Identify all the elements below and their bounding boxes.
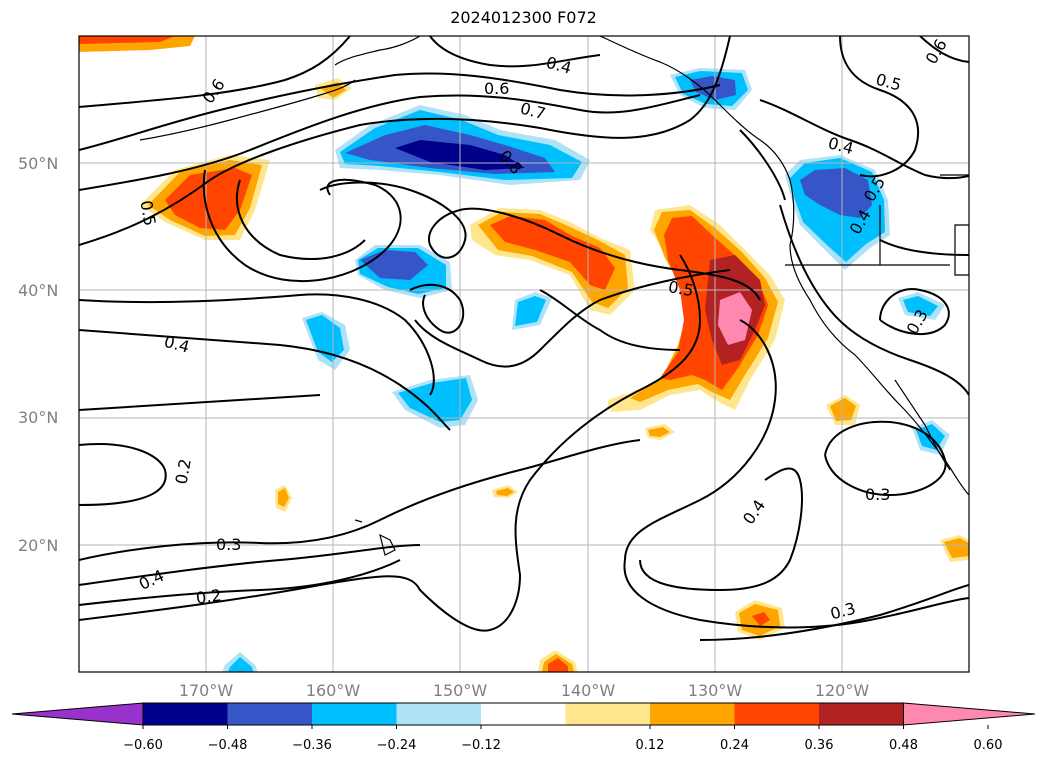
contour-label: 0.3 bbox=[828, 599, 858, 624]
colorbar-frame bbox=[142, 702, 904, 726]
contour-label: 0.5 bbox=[136, 199, 159, 227]
colorbar-tick-label: 0.48 bbox=[889, 738, 918, 753]
colorbar-segment bbox=[650, 703, 735, 725]
lat-label-30: 30°N bbox=[18, 408, 59, 427]
lon-label-130w: 130°W bbox=[687, 681, 743, 700]
contour-label: 0.4 bbox=[544, 53, 574, 78]
colorbar-tick-label: −0.60 bbox=[123, 738, 163, 753]
lon-label-170w: 170°W bbox=[178, 681, 234, 700]
contour-label: 0.4 bbox=[162, 332, 192, 357]
contour-label: 0.5 bbox=[874, 70, 904, 95]
colorbar-tick-label: 0.36 bbox=[804, 738, 834, 753]
contour-label: 0.4 bbox=[826, 133, 856, 158]
colorbar-segment bbox=[819, 703, 904, 725]
contour-label: 0.2 bbox=[195, 586, 223, 608]
contour-label: 0.3 bbox=[865, 485, 890, 504]
lat-label-40: 40°N bbox=[18, 281, 59, 300]
colorbar-segment bbox=[143, 703, 228, 725]
colorbar-segment bbox=[481, 703, 566, 725]
colorbar-extend-low bbox=[11, 702, 144, 726]
colorbar bbox=[11, 702, 1036, 729]
map-frame bbox=[78, 35, 970, 673]
lon-label-140w: 140°W bbox=[560, 681, 616, 700]
contour-label: 0.6 bbox=[484, 79, 509, 98]
lon-label-150w: 150°W bbox=[432, 681, 488, 700]
colorbar-segment bbox=[734, 703, 820, 725]
contour-label: 0.3 bbox=[216, 535, 241, 554]
map-title: 2024012300 F072 bbox=[450, 8, 597, 27]
contour-label: 0.4 bbox=[739, 496, 769, 528]
shaded-regions bbox=[79, 36, 969, 672]
contour-label: 0.2 bbox=[172, 457, 195, 485]
colorbar-segment bbox=[227, 703, 313, 725]
colorbar-segment bbox=[312, 703, 397, 725]
colorbar-tick-label: −0.24 bbox=[376, 738, 417, 753]
contour-lines bbox=[79, 36, 969, 641]
lon-label-160w: 160°W bbox=[305, 681, 361, 700]
contour-label: 0.6 bbox=[199, 75, 229, 107]
contour-label: 0.7 bbox=[518, 98, 548, 123]
colorbar-tick-label: 0.60 bbox=[973, 738, 1003, 753]
colorbar-tick-label: −0.12 bbox=[461, 738, 501, 753]
coastlines bbox=[139, 36, 969, 556]
colorbar-tick-label: −0.48 bbox=[207, 738, 248, 753]
colorbar-tick-label: −0.36 bbox=[292, 738, 332, 753]
colorbar-segment bbox=[396, 703, 482, 725]
contour-label: 0.5 bbox=[667, 277, 695, 300]
colorbar-tick-label: 0.24 bbox=[720, 738, 749, 753]
lon-label-120w: 120°W bbox=[814, 681, 870, 700]
colorbar-tick-label: 0.12 bbox=[635, 738, 665, 753]
graticule bbox=[79, 36, 969, 672]
contour-label: 0.4 bbox=[136, 566, 167, 594]
colorbar-segment bbox=[565, 703, 651, 725]
lat-label-20: 20°N bbox=[18, 536, 59, 555]
lat-label-50: 50°N bbox=[18, 154, 59, 173]
colorbar-extend-high bbox=[903, 702, 1036, 726]
